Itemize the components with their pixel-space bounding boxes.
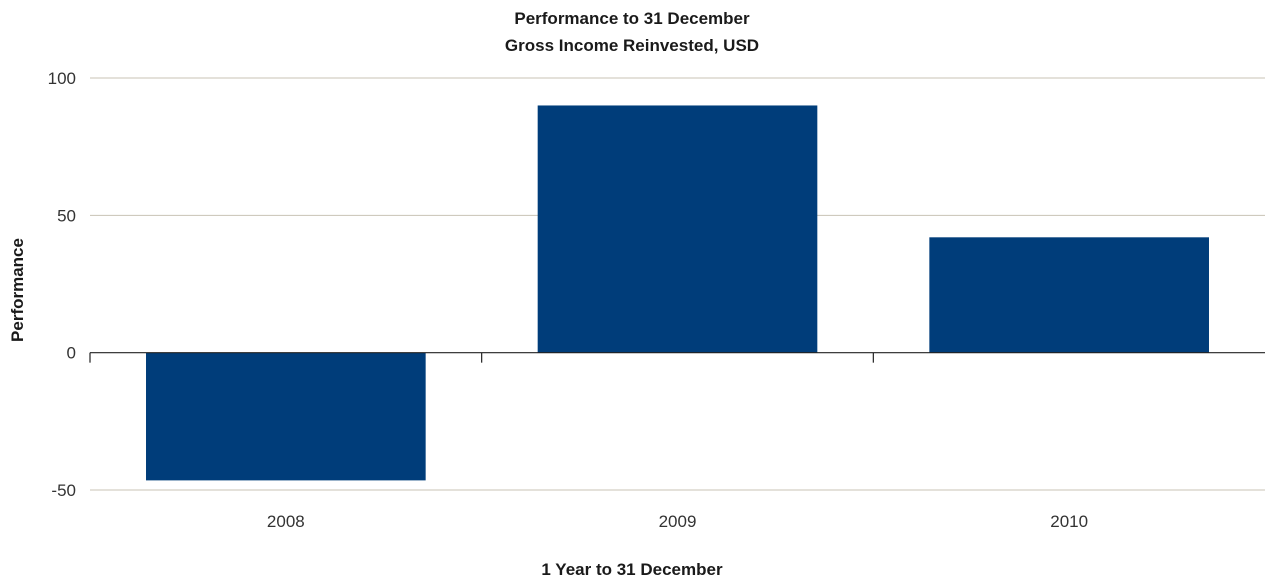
chart-subtitle: Gross Income Reinvested, USD (505, 36, 759, 55)
y-tick-label: 50 (57, 206, 76, 225)
x-axis-baseline (89, 352, 1265, 363)
bar-2009 (537, 105, 818, 353)
x-tick-label: 2008 (267, 512, 305, 531)
bar-2008 (146, 352, 426, 481)
y-tick-label: 100 (48, 69, 76, 88)
x-axis-title: 1 Year to 31 December (541, 560, 723, 579)
bar-2010 (929, 237, 1209, 353)
x-tick-label: 2009 (659, 512, 697, 531)
y-tick-label: -50 (51, 481, 76, 500)
chart-title: Performance to 31 December (514, 9, 750, 28)
y-axis-title: Performance (8, 238, 27, 342)
y-axis-ticks: 100 50 0 -50 (48, 69, 76, 500)
y-tick-label: 0 (67, 344, 76, 363)
bars (146, 105, 1209, 481)
x-tick-label: 2010 (1050, 512, 1088, 531)
x-axis-ticks: 2008 2009 2010 (267, 512, 1088, 531)
